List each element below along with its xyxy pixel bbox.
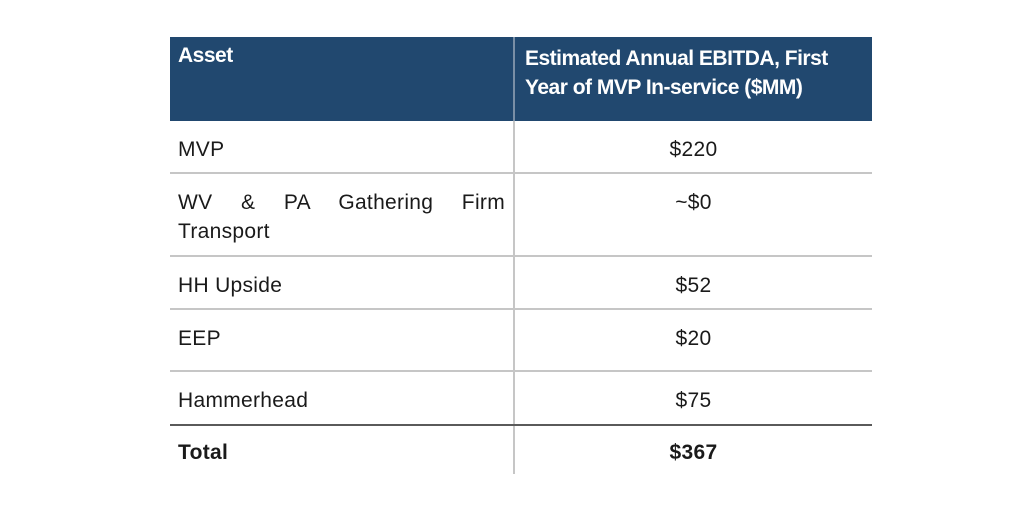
- row-asset: WV & PA Gathering Firm Transport: [170, 174, 515, 255]
- ebitda-table: Asset Estimated Annual EBITDA, First Yea…: [170, 37, 872, 474]
- row-value: $52: [675, 274, 712, 297]
- table-row: EEP $20: [170, 310, 872, 372]
- header-ebitda-line2: Year of MVP In-service ($MM): [525, 76, 803, 99]
- table-header: Asset Estimated Annual EBITDA, First Yea…: [170, 37, 872, 121]
- total-value: $367: [669, 441, 718, 464]
- row-asset: MVP: [170, 121, 515, 172]
- header-ebitda-line1: Estimated Annual EBITDA, First: [525, 47, 828, 70]
- total-label: Total: [170, 426, 515, 474]
- row-value: ~$0: [675, 191, 712, 214]
- table-row: HH Upside $52: [170, 257, 872, 310]
- table-total-row: Total $367: [170, 424, 872, 474]
- table-row: WV & PA Gathering Firm Transport ~$0: [170, 174, 872, 257]
- row-asset: EEP: [170, 310, 515, 370]
- table-row: MVP $220: [170, 121, 872, 174]
- table-row: Hammerhead $75: [170, 372, 872, 424]
- header-ebitda: Estimated Annual EBITDA, First Year of M…: [515, 37, 872, 121]
- row-asset: HH Upside: [170, 257, 515, 308]
- header-asset: Asset: [170, 37, 515, 121]
- row-value: $220: [669, 138, 718, 161]
- row-asset: Hammerhead: [170, 372, 515, 424]
- row-value: $20: [675, 327, 712, 350]
- row-value: $75: [675, 389, 712, 412]
